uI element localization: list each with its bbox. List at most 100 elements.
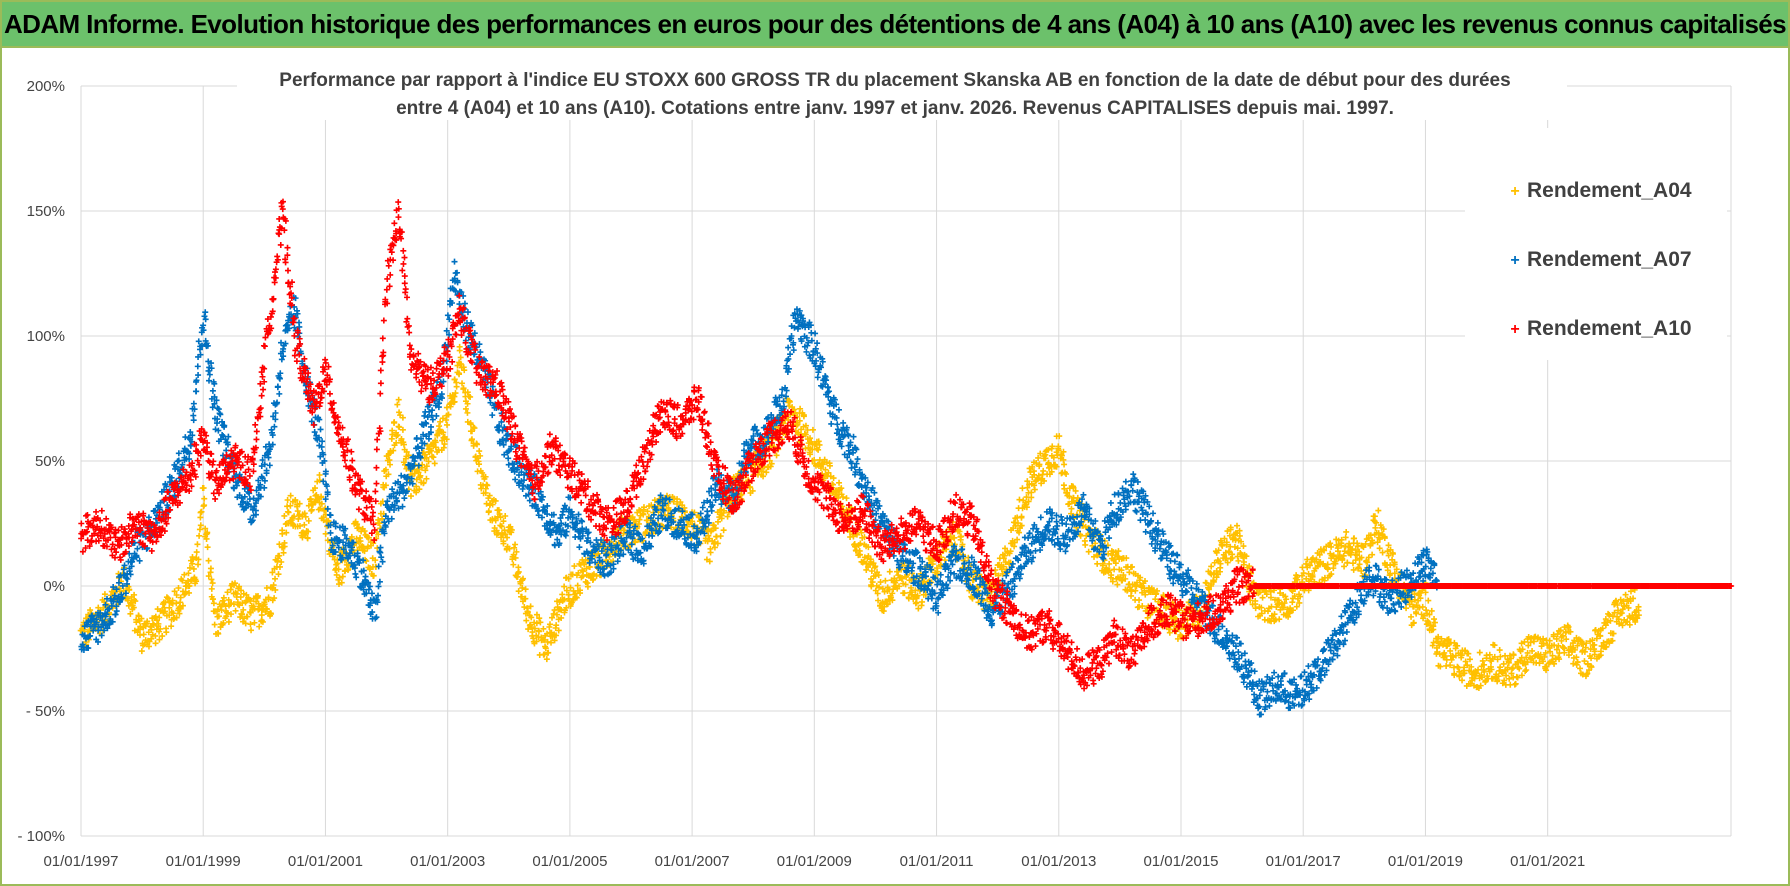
data-point (308, 506, 315, 513)
data-point (1018, 514, 1025, 521)
report-title: ADAM Informe. Evolution historique des p… (3, 9, 1787, 39)
data-point (364, 543, 371, 550)
data-point (272, 586, 279, 593)
data-point (284, 497, 291, 504)
data-point (272, 575, 279, 582)
data-point (133, 619, 140, 626)
data-point (124, 597, 131, 604)
data-point (512, 541, 519, 548)
data-point (220, 620, 227, 627)
series-Rendement_A07 (78, 258, 1440, 718)
data-point (1085, 548, 1092, 555)
data-point (377, 549, 384, 556)
data-point (305, 528, 312, 535)
data-point (225, 596, 232, 603)
data-point (1111, 566, 1118, 573)
data-point (210, 600, 217, 607)
data-point (223, 613, 230, 620)
data-point (192, 388, 199, 395)
data-point (464, 309, 471, 316)
data-point (353, 574, 360, 581)
data-point (444, 421, 451, 428)
data-point (225, 618, 232, 625)
data-point (130, 604, 137, 611)
data-point (327, 529, 334, 536)
data-point (234, 599, 241, 606)
data-point (451, 258, 458, 265)
data-point (186, 582, 193, 589)
data-point (150, 621, 157, 628)
data-point (1375, 507, 1382, 514)
data-point (361, 528, 368, 535)
data-point (274, 383, 281, 390)
data-point (355, 524, 362, 531)
data-point (227, 586, 234, 593)
data-point (421, 412, 428, 419)
data-point (1126, 569, 1133, 576)
data-point (357, 538, 364, 545)
data-point (336, 574, 343, 581)
data-point (803, 348, 810, 355)
data-point (370, 540, 377, 547)
data-point (197, 522, 204, 529)
data-point (1376, 545, 1383, 552)
data-point (338, 579, 345, 586)
data-point (265, 596, 272, 603)
data-point (1341, 563, 1348, 570)
data-point (339, 573, 346, 580)
data-point (316, 472, 323, 479)
data-point (251, 619, 258, 626)
data-point (227, 611, 234, 618)
data-point (1259, 594, 1266, 601)
data-point (152, 613, 159, 620)
data-point (195, 556, 202, 563)
data-point (318, 494, 325, 501)
data-point (143, 620, 150, 627)
data-point (708, 507, 715, 514)
data-point (407, 493, 414, 500)
data-point (1114, 581, 1121, 588)
data-point (836, 479, 843, 486)
data-point (164, 595, 171, 602)
data-point (209, 580, 216, 587)
data-point (1136, 597, 1143, 604)
data-point (185, 570, 192, 577)
data-point (259, 618, 266, 625)
data-point (190, 417, 197, 424)
data-point (327, 512, 334, 519)
data-point (163, 594, 170, 601)
data-point (1496, 647, 1503, 654)
data-point (152, 632, 159, 639)
data-point (1016, 575, 1023, 582)
data-point (1132, 587, 1139, 594)
data-point (283, 529, 290, 536)
data-point (809, 426, 816, 433)
data-point (1577, 665, 1584, 672)
data-point (186, 589, 193, 596)
data-point (126, 586, 133, 593)
data-point (352, 570, 359, 577)
data-point (239, 611, 246, 618)
data-point (231, 580, 238, 587)
data-point (270, 582, 277, 589)
data-point (301, 521, 308, 528)
data-point (169, 597, 176, 604)
data-point (181, 571, 188, 578)
data-point (427, 423, 434, 430)
data-point (302, 513, 309, 520)
data-point (1425, 597, 1432, 604)
data-point (136, 557, 143, 564)
data-point (155, 620, 162, 627)
data-point (1166, 629, 1173, 636)
data-point (247, 621, 254, 628)
data-point (256, 603, 263, 610)
data-point (362, 573, 369, 580)
data-point (294, 508, 301, 515)
data-point (200, 503, 207, 510)
data-point (204, 544, 211, 551)
data-point (194, 363, 201, 370)
data-point (173, 592, 180, 599)
data-point (171, 588, 178, 595)
data-point (280, 549, 287, 556)
data-point (266, 462, 273, 469)
